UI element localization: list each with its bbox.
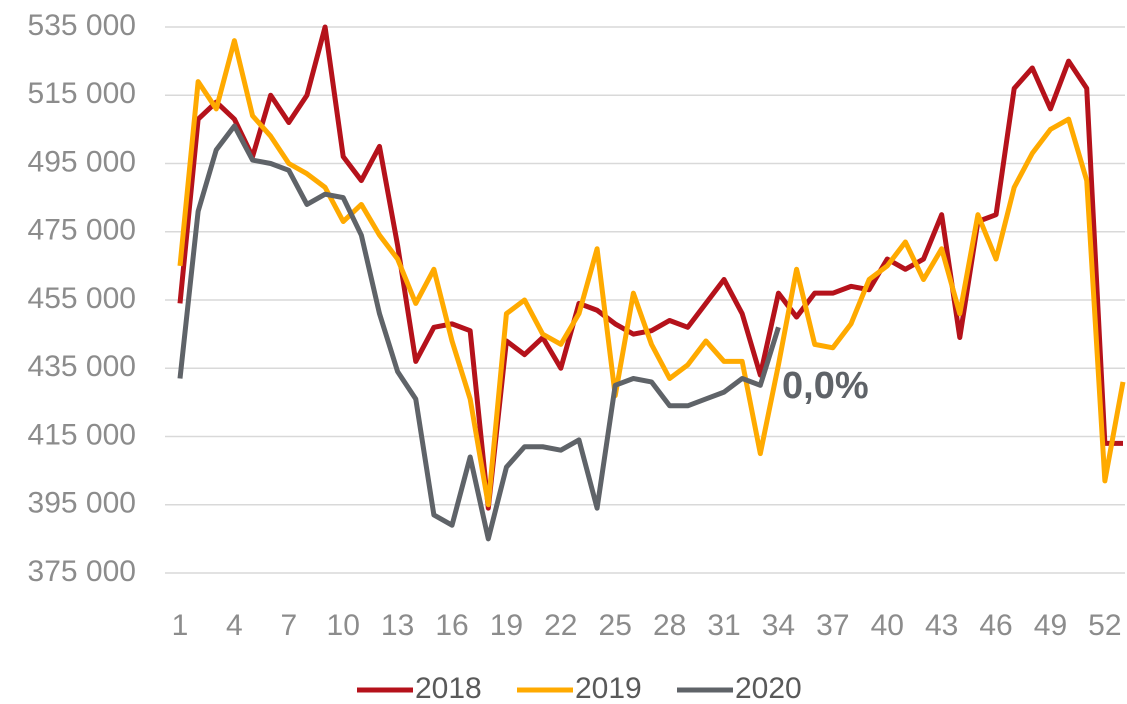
y-tick-label: 435 000 xyxy=(28,350,136,383)
x-tick-label: 46 xyxy=(979,609,1012,642)
line-series xyxy=(177,38,1126,508)
y-tick-label: 415 000 xyxy=(28,418,136,451)
x-tick-label: 22 xyxy=(544,609,577,642)
y-tick-label: 455 000 xyxy=(28,282,136,315)
y-tick-label: 495 000 xyxy=(28,145,136,178)
y-tick-label: 515 000 xyxy=(28,77,136,110)
x-tick-label: 16 xyxy=(435,609,468,642)
x-tick-label: 7 xyxy=(280,609,297,642)
x-tick-label: 10 xyxy=(327,609,360,642)
x-tick-label: 31 xyxy=(707,609,740,642)
legend-label: 2019 xyxy=(575,672,642,704)
x-tick-label: 40 xyxy=(871,609,904,642)
x-tick-label: 37 xyxy=(816,609,849,642)
x-tick-label: 28 xyxy=(653,609,686,642)
y-tick-label: 475 000 xyxy=(28,214,136,247)
x-tick-label: 19 xyxy=(490,609,523,642)
y-tick-label: 375 000 xyxy=(28,555,136,588)
annotation: 0,0% xyxy=(782,365,869,407)
x-tick-label: 43 xyxy=(925,609,958,642)
y-tick-label: 395 000 xyxy=(28,487,136,520)
x-tick-label: 4 xyxy=(226,609,243,642)
y-tick-label: 535 000 xyxy=(28,9,136,42)
x-tick-label: 1 xyxy=(172,609,189,642)
legend-label: 2020 xyxy=(735,672,802,704)
x-tick-label: 49 xyxy=(1034,609,1067,642)
legend-label: 2018 xyxy=(415,672,482,704)
x-tick-label: 52 xyxy=(1088,609,1121,642)
line-series xyxy=(177,123,781,542)
x-tick-label: 13 xyxy=(381,609,414,642)
line-series xyxy=(177,24,1123,511)
x-tick-label: 25 xyxy=(599,609,632,642)
x-tick-label: 34 xyxy=(762,609,795,642)
